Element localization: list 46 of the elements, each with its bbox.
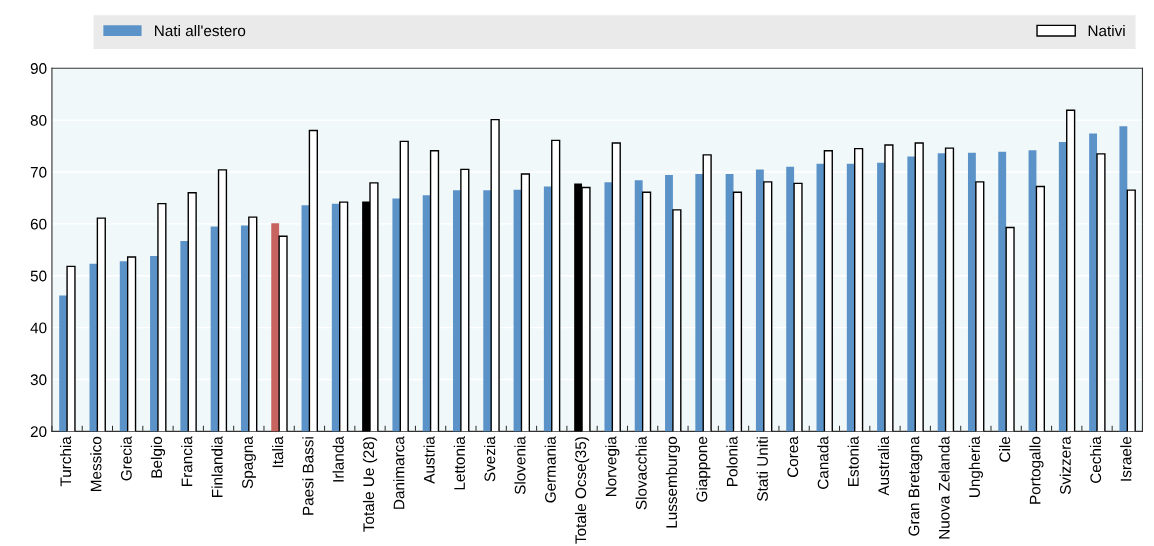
y-tick-label: 50 [30, 270, 47, 282]
x-tick-label: Giappone [696, 436, 711, 502]
x-tick-label: Stati Uniti [756, 437, 768, 501]
y-tick-label: 40 [30, 322, 47, 334]
x-tick-label: Belgio [150, 436, 166, 478]
y-tick-label: 80 [30, 114, 47, 126]
x-tick-label: Slovenia [514, 436, 526, 495]
x-tick-label: Norvegia [605, 436, 620, 497]
x-tick-label: Gran Bretagna [908, 436, 923, 536]
x-tick-label: Portogallo [1029, 436, 1044, 504]
x-tick-label: Svezia [484, 436, 496, 482]
x-tick-label: Cile [999, 436, 1011, 462]
x-tick-label: Totale Ocse(35) [574, 437, 590, 544]
x-tick-label: Israele [1120, 436, 1132, 481]
legend-label: Nativi [1088, 25, 1125, 37]
x-tick-label: Danimarca [393, 436, 405, 509]
x-tick-label: Irlanda [332, 436, 344, 482]
x-tick-label: Lussemburgo [665, 436, 681, 528]
x-tick-label: Grecia [120, 436, 132, 481]
x-tick-label: Nuova Zelanda [938, 436, 950, 539]
x-tick-label: Totale Ue (28) [362, 437, 378, 532]
x-tick-label: Italia [272, 436, 284, 468]
x-tick-label: Canada [817, 436, 829, 489]
x-tick-label: Finlandia [211, 436, 223, 497]
x-tick-label: Estonia [847, 436, 859, 486]
x-tick-label: Slovacchia [635, 436, 647, 510]
x-tick-label: Francia [181, 436, 193, 486]
y-tick-label: 70 [30, 166, 47, 178]
x-tick-label: Cechia [1089, 436, 1102, 483]
legend-label: Nati all'estero [155, 25, 246, 37]
y-tick-label: 20 [30, 426, 47, 438]
y-tick-label: 90 [30, 63, 47, 74]
x-tick-label: Austria [423, 436, 435, 484]
x-tick-label: Germania [544, 436, 556, 503]
x-tick-label: Ungheria [968, 436, 983, 498]
y-tick-label: 30 [30, 374, 47, 386]
x-tick-label: Turchia [59, 436, 72, 487]
x-tick-label: Australia [877, 436, 890, 496]
x-tick-label: Polonia [726, 436, 738, 486]
x-tick-label: Spagna [242, 436, 256, 489]
x-tick-label: Paesi Bassi [302, 437, 314, 515]
x-tick-label: Corea [787, 436, 799, 478]
x-tick-label: Lettonia [453, 436, 465, 490]
x-tick-label: Svizzera [1059, 436, 1071, 495]
y-tick-label: 60 [30, 218, 47, 230]
x-tick-label: Messico [90, 436, 102, 491]
